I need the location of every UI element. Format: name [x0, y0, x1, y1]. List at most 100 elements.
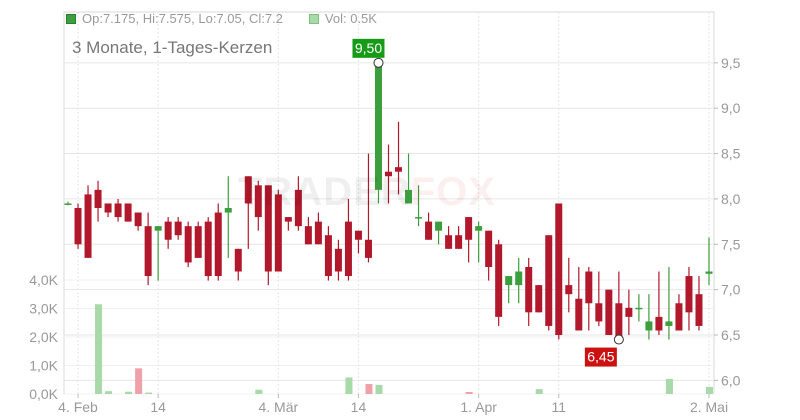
price-tick-label: 7,5	[721, 236, 741, 252]
candle-body	[695, 294, 703, 326]
candle-body	[515, 271, 523, 286]
candle-body	[74, 208, 82, 245]
volume-bar	[145, 392, 153, 394]
candle-body	[374, 62, 382, 190]
candle-body	[405, 189, 413, 204]
candle-body	[224, 208, 232, 213]
candle-body	[354, 230, 362, 240]
volume-bar	[255, 389, 263, 394]
candle-body	[294, 189, 302, 227]
candle-body	[114, 203, 122, 218]
candle-body	[535, 285, 543, 313]
volume-tick-label: 3,0K	[29, 301, 58, 317]
candle-body	[485, 230, 493, 267]
volume-legend-text: Vol: 0.5K	[324, 11, 377, 26]
volume-bar	[465, 392, 473, 394]
low-marker-badge	[584, 347, 617, 367]
candle-body	[304, 226, 312, 245]
price-tick-label: 8,5	[721, 146, 741, 162]
candle-body	[174, 221, 182, 236]
chart-subtitle: 3 Monate, 1-Tages-Kerzen	[72, 38, 273, 57]
volume-bar	[95, 304, 103, 394]
candle-body	[264, 185, 272, 272]
candle-body	[635, 307, 643, 310]
candle-body	[465, 217, 473, 240]
low-marker-label: 6,45	[587, 349, 614, 365]
high-marker-badge	[352, 38, 385, 58]
candle-body	[184, 226, 192, 263]
candle-body	[505, 276, 513, 286]
candle-body	[385, 171, 392, 177]
candle-body	[435, 221, 443, 231]
candle-body	[194, 226, 202, 258]
candle-body	[545, 235, 553, 326]
x-tick-label: 4. Feb	[58, 399, 98, 415]
candle-body	[284, 217, 292, 222]
x-tick-label: 11	[551, 399, 566, 415]
candle-body	[94, 189, 102, 208]
candle-body	[565, 285, 573, 295]
candle-body	[144, 226, 152, 277]
volume-tick-label: 2,0K	[29, 329, 58, 345]
candle-body	[645, 321, 653, 331]
candle-body	[154, 226, 162, 231]
volume-bar	[535, 389, 543, 394]
candle-body	[595, 303, 603, 322]
candle-body	[84, 194, 92, 258]
candle-body	[445, 235, 453, 249]
volume-bar	[375, 384, 383, 394]
high-marker-label: 9,50	[355, 40, 382, 56]
candle-body	[164, 221, 172, 240]
watermark-text-1: TRADER	[238, 170, 411, 214]
price-tick-label: 6,5	[721, 327, 741, 343]
price-tick-label: 7,0	[721, 282, 741, 298]
candle-body	[475, 226, 483, 231]
candle-body	[495, 244, 503, 317]
watermark-logo: TRADERFOX	[238, 170, 496, 215]
candle-body	[104, 203, 112, 213]
candle-body	[274, 194, 282, 272]
candle-body	[124, 203, 132, 222]
volume-bar	[135, 368, 143, 394]
candle-body	[425, 221, 433, 240]
candle-body	[234, 248, 242, 272]
candle-body	[314, 221, 322, 245]
price-tick-label: 9,5	[721, 55, 741, 71]
candle-body	[344, 221, 352, 277]
high-marker-dot	[373, 57, 384, 68]
ohlc-legend-swatch	[66, 13, 76, 24]
candle-body	[395, 167, 403, 172]
volume-tick-label: 0,0K	[29, 386, 58, 402]
volume-bar	[105, 391, 113, 394]
volume-tick-label: 4,0K	[29, 272, 58, 288]
x-tick-label: 14	[150, 399, 166, 415]
volume-tick-label: 1,0K	[29, 358, 58, 374]
volume-bar	[665, 378, 673, 394]
candle-body	[324, 235, 332, 277]
volume-bar	[125, 391, 133, 394]
x-tick-label: 14	[351, 399, 367, 415]
volume-bar	[345, 377, 353, 394]
candle-body	[204, 221, 212, 277]
candle-body	[615, 303, 623, 340]
price-tick-label: 8,0	[721, 191, 741, 207]
candle-body	[625, 307, 633, 317]
x-tick-label: 4. Mär	[258, 399, 298, 415]
candle-body	[455, 235, 463, 249]
candle-body	[585, 271, 593, 304]
low-marker-dot	[613, 334, 624, 345]
watermark-text-2: FOX	[410, 170, 496, 214]
candle-body	[665, 321, 673, 326]
candle-body	[705, 271, 713, 274]
candle-body	[575, 298, 583, 331]
x-tick-label: 1. Apr	[460, 399, 497, 415]
candle-body	[415, 217, 423, 219]
candle-body	[364, 239, 372, 258]
volume-bar	[365, 384, 373, 394]
candle-body	[675, 303, 683, 331]
candle-body	[525, 266, 533, 313]
candle-body	[254, 185, 262, 218]
ohlc-legend-text: Op:7.175, Hi:7.575, Lo:7.05, Cl:7.2	[82, 11, 283, 26]
x-tick-label: 2. Mai	[690, 399, 728, 415]
